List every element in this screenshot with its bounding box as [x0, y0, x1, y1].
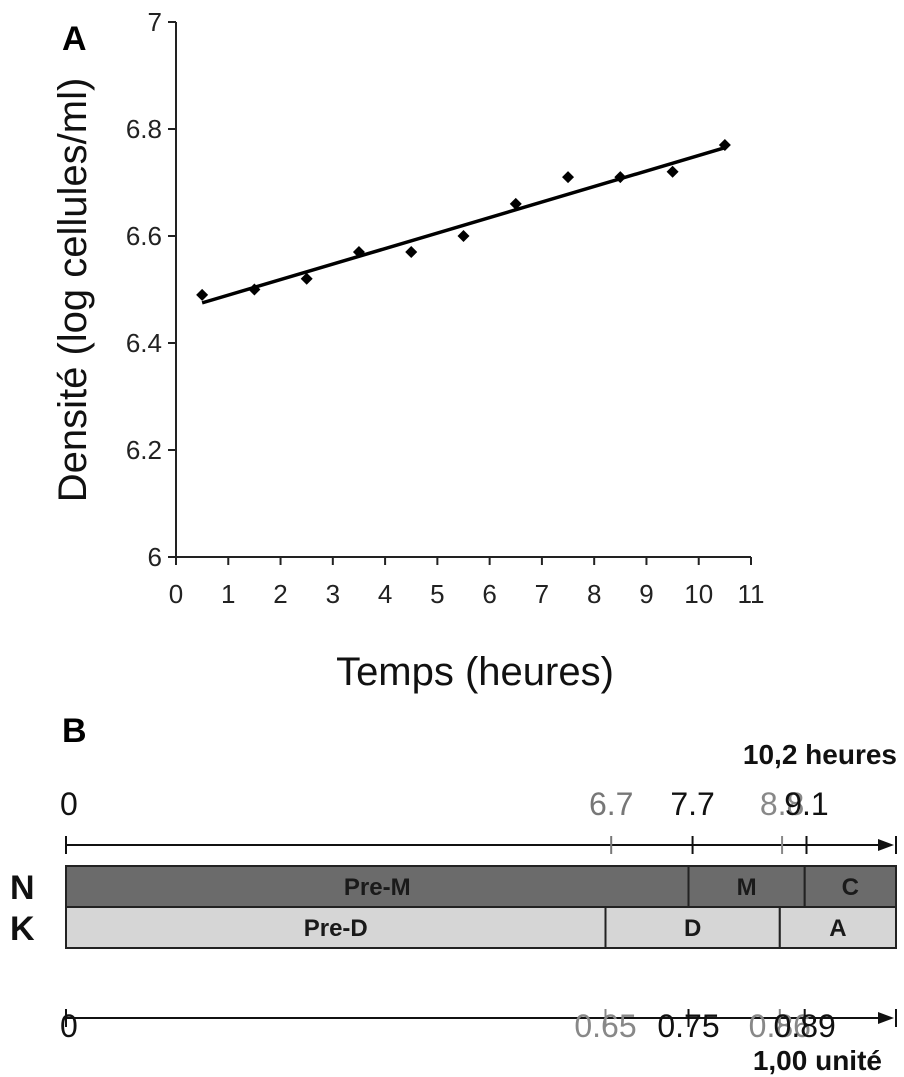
x-tick-label: 8 [587, 579, 601, 609]
row-label-n: N [10, 869, 35, 907]
x-tick-label: 11 [738, 579, 765, 609]
scale-value: 0.75 [657, 1008, 719, 1044]
segment-label: Pre-D [304, 915, 368, 942]
data-point-marker [509, 197, 522, 210]
x-tick-label: 5 [430, 579, 444, 609]
y-tick-label: 6.2 [126, 435, 162, 465]
segment-label: D [684, 915, 701, 942]
x-tick-label: 4 [378, 579, 392, 609]
y-axis-title: Densité (log cellules/ml) [51, 78, 95, 503]
data-point-marker [457, 230, 470, 242]
panel-b-timeline-chart: B 10,2 heures 1,00 unité 0 6.7 7.7 8.89.1 N… [10, 712, 898, 1076]
scale-value: 0.89 [774, 1008, 836, 1044]
segment-pre-m [65, 865, 690, 908]
panel-a-scatter-chart: A 6 6.2 6.4 6.6 6.8 7 0 1 2 3 4 5 6 7 8 9 10 11 Temps (he… [51, 7, 765, 694]
x-tick-label: 1 [221, 579, 235, 609]
scale-value: 0.86 [749, 1008, 811, 1044]
data-point-marker [614, 171, 627, 184]
x-tick-label: 2 [273, 579, 287, 609]
segment-label: Pre-M [344, 874, 411, 901]
segment-label: C [842, 874, 859, 901]
x-tick-label: 6 [482, 579, 496, 609]
panel-b-label: B [62, 712, 87, 750]
top-scale: 0 6.7 7.7 8.89.1 [60, 786, 897, 854]
panel-a-trendline-group [201, 146, 726, 305]
x-tick-label: 7 [535, 579, 549, 609]
scale-value: 0 [60, 1008, 78, 1044]
data-point-marker [248, 283, 261, 296]
y-tick-label: 6.4 [126, 328, 162, 358]
scale-value: 8.8 [760, 786, 804, 822]
y-tick-label: 6.6 [126, 221, 162, 251]
data-point-marker [405, 246, 418, 259]
bottom-total-label: 1,00 unité [753, 1045, 882, 1076]
segment-m [687, 865, 806, 908]
panel-a-label: A [62, 20, 87, 58]
x-tick-label: 3 [326, 579, 340, 609]
data-point-marker [300, 272, 313, 285]
bottom-scale: 0 0.65 0.75 0.860.89 [60, 1008, 897, 1044]
segment-label: M [737, 874, 757, 901]
x-tick-label: 10 [684, 579, 713, 609]
data-point-marker [666, 165, 679, 178]
panel-a-axes: 6 6.2 6.4 6.6 6.8 7 0 1 2 3 4 5 6 7 8 9 10 11 [126, 7, 765, 609]
scale-value: 9.1 [784, 786, 828, 822]
top-total-label: 10,2 heures [743, 739, 897, 770]
scale-value: 6.7 [589, 786, 633, 822]
y-tick-label: 6 [148, 542, 162, 572]
y-tick-label: 7 [148, 7, 162, 37]
scale-value: 7.7 [670, 786, 714, 822]
x-tick-label: 9 [639, 579, 653, 609]
cell-cycle-rows: N Pre-M M C K Pre-D D A [10, 865, 898, 949]
x-tick-label: 0 [169, 579, 183, 609]
row-label-k: K [10, 910, 35, 948]
segment-label: A [829, 915, 846, 942]
data-point-marker [562, 171, 575, 184]
segment-pre-d [65, 906, 607, 949]
panel-a-points [196, 139, 731, 301]
arrow-head-icon [878, 839, 894, 851]
scale-value: 0.65 [574, 1008, 636, 1044]
trendline [201, 146, 726, 305]
scale-value: 0 [60, 786, 78, 822]
segment-a [778, 906, 897, 949]
x-axis-title: Temps (heures) [336, 650, 614, 694]
data-point-marker [196, 288, 209, 301]
data-point-marker [352, 246, 365, 259]
arrow-head-icon [878, 1012, 894, 1024]
data-point-marker [718, 139, 731, 152]
y-tick-label: 6.8 [126, 114, 162, 144]
